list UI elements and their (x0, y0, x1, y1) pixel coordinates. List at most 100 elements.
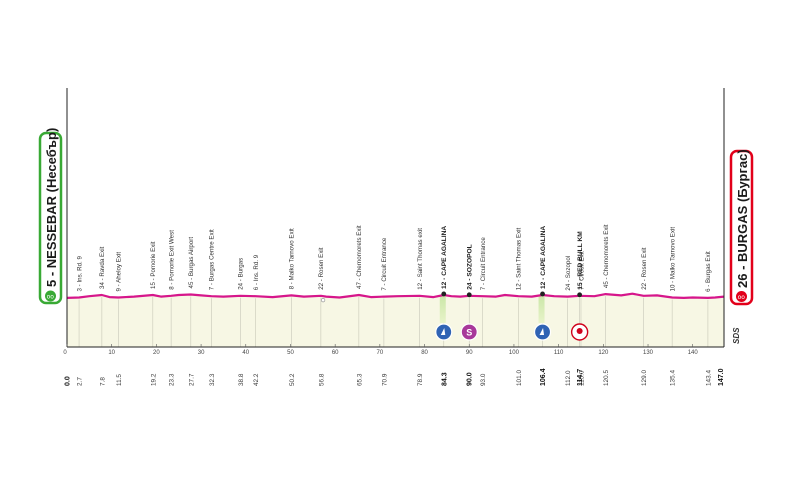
waypoint-km: 32.3 (209, 373, 216, 386)
elevation-fill (67, 293, 724, 347)
waypoint-label: 22 - Rosen Exit (318, 247, 325, 290)
waypoint-km: 143.4 (705, 370, 712, 386)
finish-badge: 26 - BURGAS (Бургас) oo (729, 149, 754, 306)
waypoint-km: 2.7 (77, 377, 84, 386)
waypoint-km: 115.0 (579, 370, 586, 386)
waypoint-label: 24 - Sozopol (565, 256, 572, 291)
waypoint-label: 7 - Circuit Entrance (381, 237, 388, 291)
waypoint-label: 47 - Chernomorets Exit (356, 225, 363, 289)
waypoint-small-marker (320, 298, 326, 303)
elevation-line (66, 292, 725, 299)
x-tick-label: 30 (198, 350, 205, 356)
waypoint-km: 27.7 (188, 373, 195, 386)
x-tick-label: 0 (63, 350, 67, 356)
redbull-sun-glyph (576, 328, 583, 334)
climb-gradient-band (538, 293, 545, 323)
x-axis-ticks: 10 20 30 40 50 60 70 80 90 100 110 120 130 140 0 (63, 344, 698, 356)
waypoint-km: 112.0 (565, 370, 572, 386)
waypoint-label: 6 - Burgas Exit (705, 251, 712, 292)
start-badge-frame (38, 131, 63, 305)
waypoint-label: 7 - Circuit Exit (578, 251, 585, 290)
waypoint-km: 90.0 (467, 372, 474, 386)
waypoint-km: 147.0 (718, 368, 725, 386)
waypoint-label: 15 - RED BULL KM (577, 231, 584, 290)
x-tick-label: 130 (643, 350, 654, 356)
waypoint-km: 120.5 (603, 370, 610, 386)
waypoint-km: 70.9 (381, 373, 388, 386)
waypoint-label: 15 - Pomorie Exit (150, 241, 157, 289)
classification-markers: S (320, 291, 589, 341)
x-tick-label: 140 (688, 350, 699, 356)
x-tick-label: 80 (421, 350, 428, 356)
waypoint-label: 7 - Circuit Entrance (480, 237, 487, 291)
waypoint-km: 19.2 (150, 373, 157, 386)
waypoint-label: 34 - Ravda Exit (99, 246, 106, 289)
waypoint-label: 9 - Aheloy Exit (116, 252, 123, 292)
waypoint-km: 50.2 (289, 373, 296, 386)
waypoint-km: 78.9 (417, 373, 424, 386)
elevation-profile (66, 292, 725, 299)
waypoint-km: 7.8 (99, 377, 106, 386)
sds-watermark: SDS (732, 327, 741, 344)
start-bike-glyph: oo (47, 294, 55, 301)
start-city-name: 5 - NESSEBAR (Несебър) (44, 128, 59, 287)
waypoint-km: 23.3 (169, 373, 176, 386)
climb-gradient-band (439, 293, 446, 323)
x-tick-label: 40 (242, 350, 249, 356)
waypoint-km-labels: 0.0 2.7 7.8 11.5 19.2 23.3 27.7 32.3 38.8 42.2 50.… (65, 368, 726, 386)
redbull-km-dot (577, 292, 583, 298)
finish-city-name: 26 - BURGAS (Бургас) (735, 149, 750, 288)
waypoint-label: 10 - Malko Tarnovo Exit (670, 227, 677, 292)
waypoint-label: 45 - Burgas Airport (188, 237, 195, 289)
start-badge: 5 - NESSEBAR (Несебър) oo (38, 128, 63, 305)
finish-icon (736, 291, 747, 302)
waypoint-label: 24 - SOZOPOL (467, 244, 474, 289)
x-tick-label: 50 (287, 350, 294, 356)
x-tick-label: 110 (554, 350, 564, 356)
waypoint-km: 42.2 (253, 373, 260, 386)
waypoint-label: 45 - Chernomorets Exit (603, 224, 610, 288)
climb-summit-dot (441, 291, 447, 297)
waypoint-labels: 3 - Ins. Rd. 9 34 - Ravda Exit 9 - Aheloy … (76, 224, 712, 292)
waypoint-label: 22 - Rosen Exit (641, 247, 648, 290)
x-tick-label: 90 (466, 350, 473, 356)
sprint-icon (460, 323, 478, 341)
waypoint-label: 7 - Burgas Centre Exit (209, 229, 216, 290)
x-tick-label: 20 (153, 350, 160, 356)
climb-summit-dot (540, 291, 545, 297)
finish-badge-frame (729, 149, 754, 306)
waypoint-km: 84.3 (441, 372, 448, 386)
waypoint-km: 129.0 (641, 370, 648, 386)
sprint-dot (466, 292, 472, 298)
climb-mountain-glyph (539, 328, 545, 335)
waypoint-km: 93.0 (480, 373, 487, 386)
start-icon (45, 290, 56, 302)
x-tick-label: 10 (108, 350, 115, 356)
waypoint-km: 0.0 (65, 376, 72, 386)
waypoint-km: 101.0 (516, 370, 523, 386)
elevation-area (67, 293, 724, 347)
waypoint-km: 56.8 (318, 373, 325, 386)
waypoint-km: 114.7 (577, 369, 584, 386)
waypoint-km: 135.4 (670, 370, 677, 386)
x-tick-label: 120 (598, 350, 609, 356)
waypoint-label: 12 - CAPE AGALINA (540, 226, 547, 289)
waypoint-label: 12 - CAPE AGALINA (441, 226, 448, 289)
climb-mountain-glyph (440, 328, 446, 335)
sprint-icon-letter: S (466, 328, 472, 338)
waypoint-km: 38.8 (238, 373, 245, 386)
waypoint-label: 3 - Ins. Rd. 9 (76, 256, 83, 292)
waypoint-label: 12 - Saint Thomas Exit (516, 227, 523, 290)
waypoint-km: 65.3 (356, 373, 363, 386)
finish-bike-glyph: oo (738, 294, 746, 301)
waypoint-label: 12 - Saint Thomas exit (417, 228, 424, 290)
waypoint-km: 11.5 (116, 374, 123, 386)
waypoint-km: 106.4 (540, 368, 547, 386)
climb-segments (439, 293, 545, 323)
waypoint-label: 24 - Burgas (238, 258, 245, 290)
waypoint-label: 6 - Ins. Rd. 9 (253, 254, 260, 290)
x-tick-label: 70 (377, 350, 384, 356)
x-tick-label: 60 (332, 350, 339, 356)
waypoint-label: 8 - Pomorie Exit West (168, 230, 175, 290)
